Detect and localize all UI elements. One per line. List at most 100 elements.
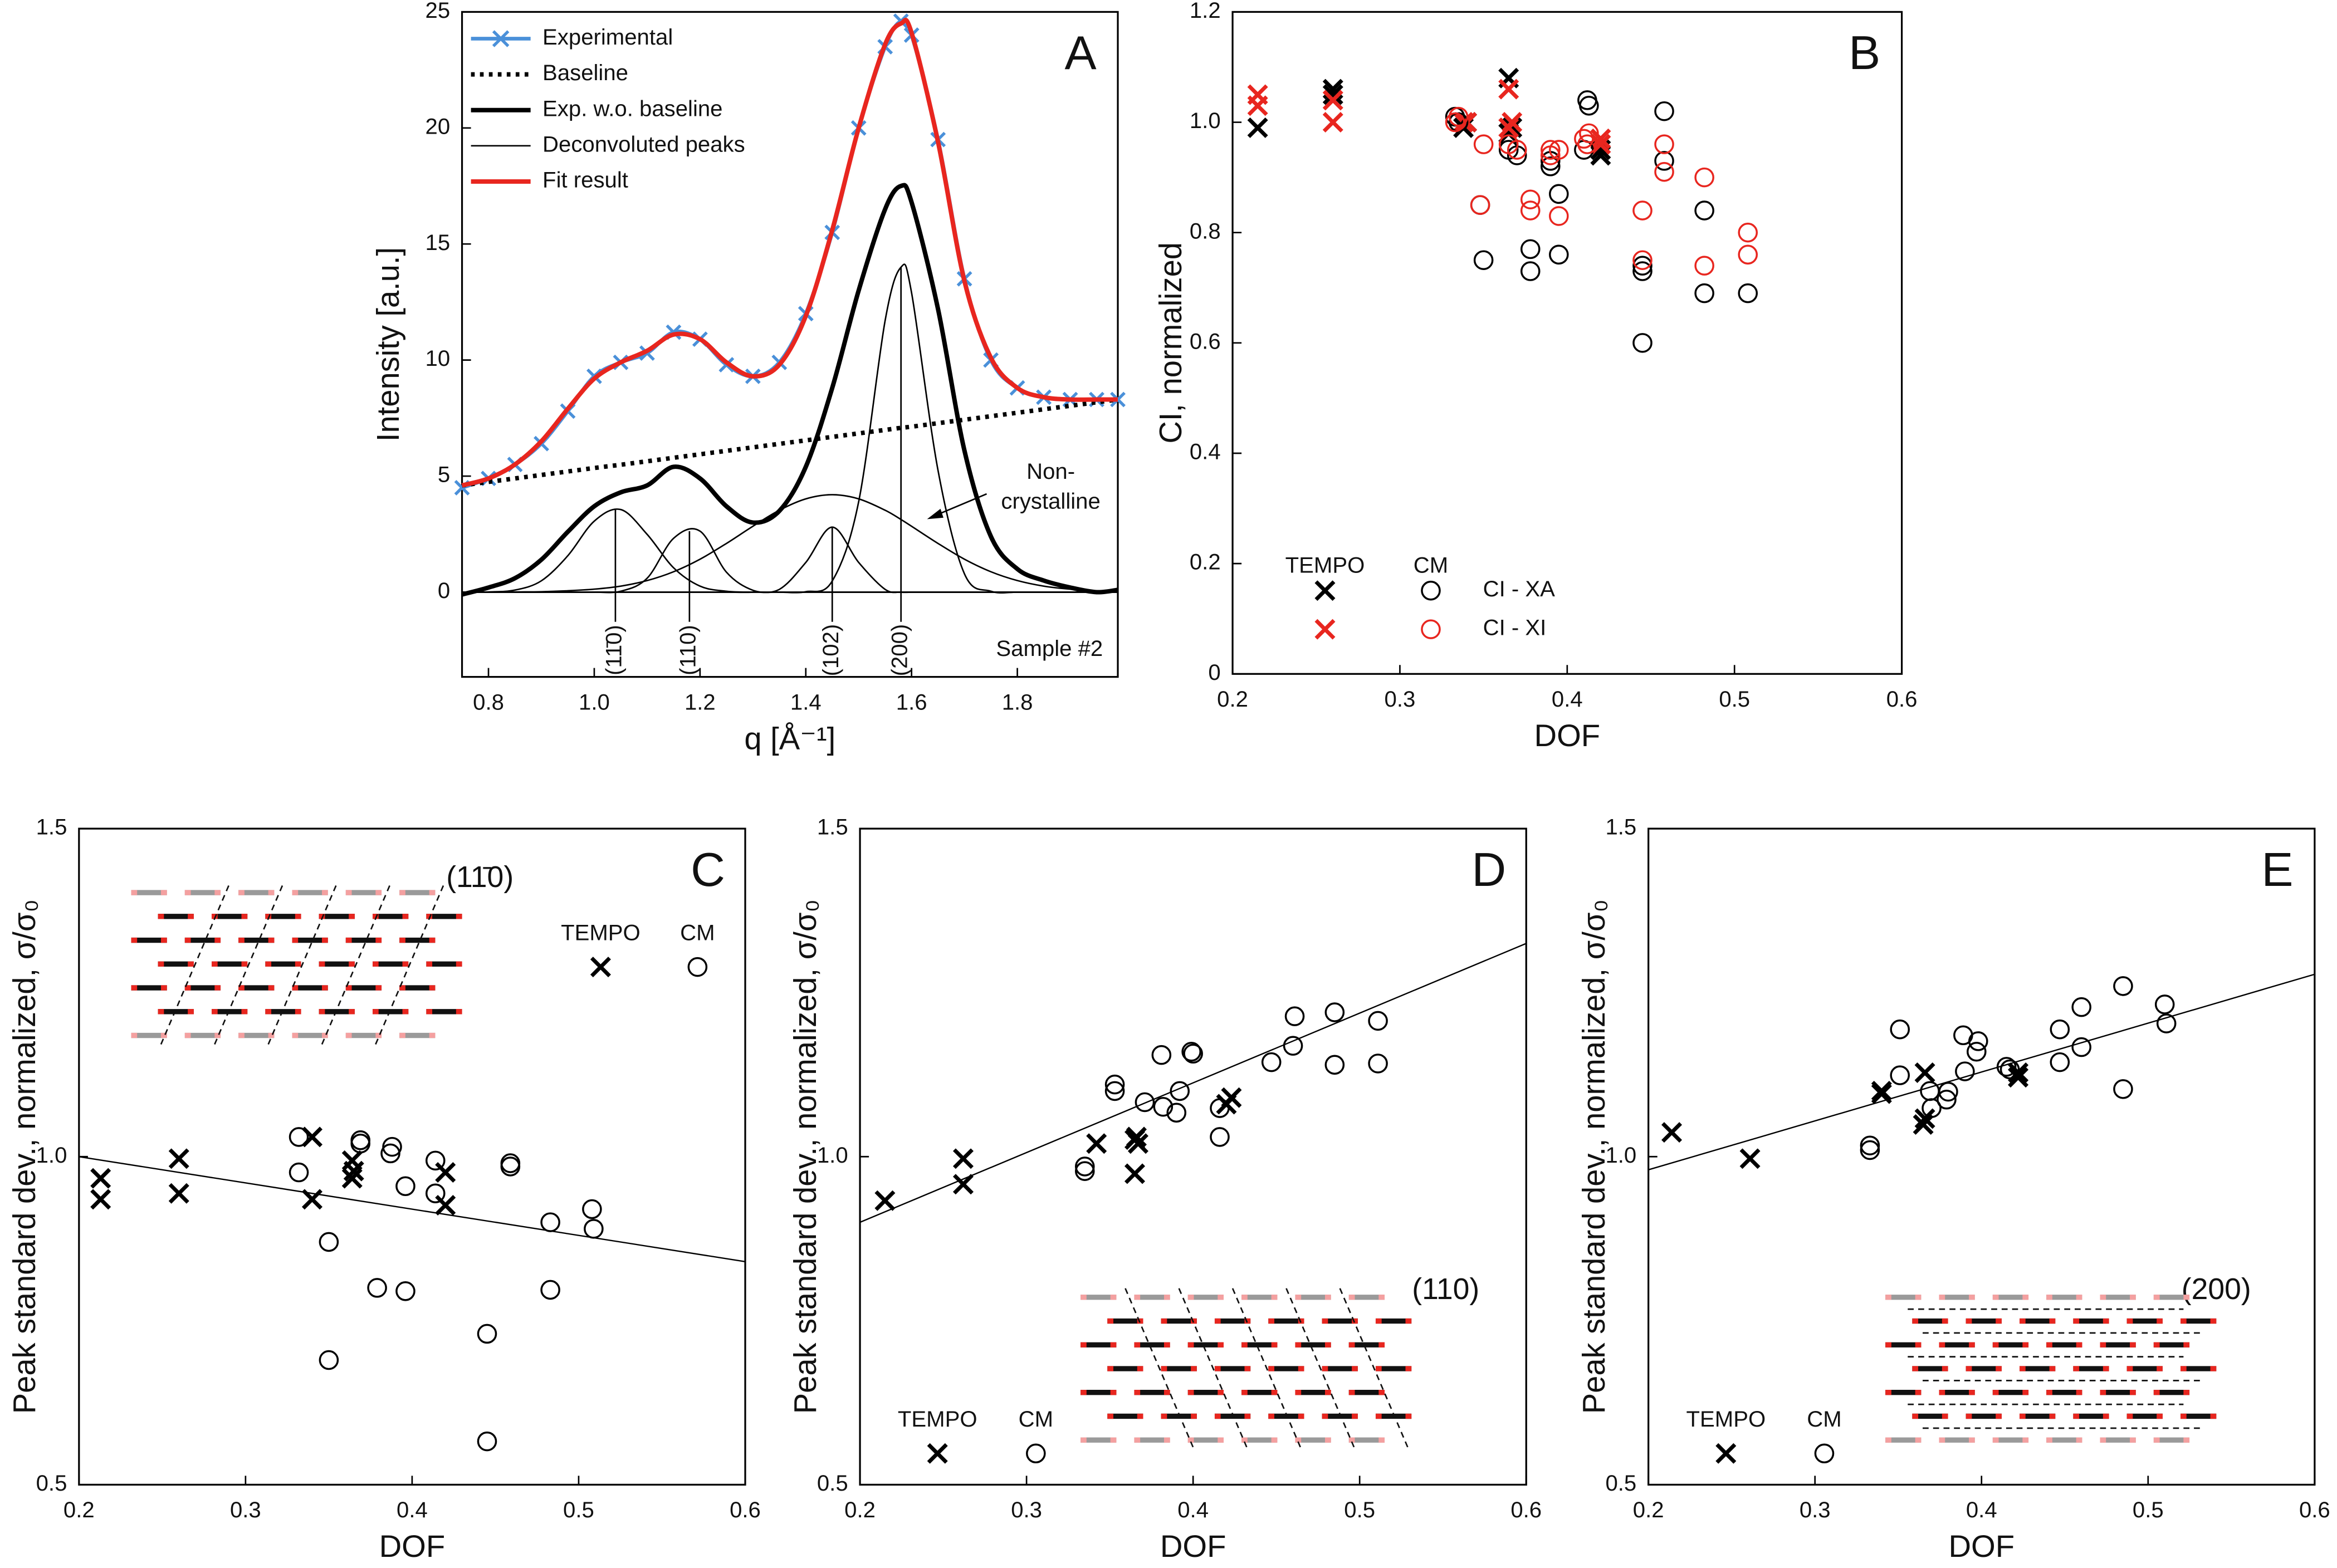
data-point xyxy=(2071,997,2091,1017)
data-point xyxy=(500,1153,521,1173)
y-tick-label: 1.5 xyxy=(36,815,67,840)
legend-marker xyxy=(590,957,611,978)
data-point xyxy=(1654,134,1674,154)
data-point xyxy=(2008,1067,2029,1088)
lattice-plane xyxy=(375,883,445,1045)
data-point xyxy=(343,1160,364,1182)
annotation: Non- xyxy=(1026,459,1075,484)
x-tick-label: 0.6 xyxy=(1886,687,1918,712)
y-tick-label: 10 xyxy=(426,346,451,371)
y-tick-label: 1.5 xyxy=(1605,815,1636,840)
x-tick-label: 0.4 xyxy=(1966,1498,1997,1522)
data-point xyxy=(425,1150,446,1171)
data-point xyxy=(1520,189,1541,210)
data-point xyxy=(1549,206,1569,226)
legend-group: CM xyxy=(1414,553,1448,578)
lattice-plane xyxy=(321,883,392,1045)
data-point xyxy=(1654,101,1674,121)
x-tick-label: 0.4 xyxy=(1552,687,1583,712)
sample-note: Sample #2 xyxy=(996,636,1103,661)
lattice-plane xyxy=(1285,1288,1356,1449)
fit-line xyxy=(79,1156,746,1262)
data-point xyxy=(1890,1065,1910,1085)
legend-label: CM xyxy=(1807,1407,1841,1432)
legend-marker xyxy=(1421,619,1441,639)
x-axis-label: q [Å⁻¹] xyxy=(744,721,835,756)
x-tick-label: 0.2 xyxy=(1217,687,1248,712)
lattice-plane xyxy=(160,883,231,1045)
legend-label: CM xyxy=(680,920,715,945)
data-point xyxy=(2050,1019,2070,1040)
data-point xyxy=(1632,256,1652,276)
panel-letter: E xyxy=(2261,844,2293,896)
data-point xyxy=(1086,1133,1107,1154)
data-point xyxy=(289,1127,309,1147)
peak-label: (102) xyxy=(819,624,843,677)
data-point xyxy=(2113,1079,2133,1099)
data-point xyxy=(2156,1013,2177,1033)
legend-label: CI - XI xyxy=(1483,616,1547,640)
data-point xyxy=(1470,195,1490,215)
data-point xyxy=(1473,250,1494,270)
data-point xyxy=(1247,95,1268,116)
y-axis-label: Peak standard dev., normalized, σ/σ₀ xyxy=(788,899,823,1414)
legend-marker xyxy=(492,30,510,47)
data-point xyxy=(1502,112,1523,133)
data-point xyxy=(1694,167,1714,188)
data-point xyxy=(350,1130,371,1150)
annotation: crystalline xyxy=(1001,489,1100,514)
data-point xyxy=(582,1199,602,1219)
data-point xyxy=(1166,1102,1187,1123)
y-tick-label: 1.5 xyxy=(817,815,848,840)
x-tick-label: 0.3 xyxy=(1385,687,1416,712)
data-point xyxy=(1183,1043,1203,1064)
data-point xyxy=(540,1280,560,1300)
legend-label: TEMPO xyxy=(561,920,641,945)
data-point xyxy=(1284,1006,1305,1026)
plot-frame xyxy=(461,11,1119,678)
x-tick-label: 0.5 xyxy=(1719,687,1750,712)
panel-letter: B xyxy=(1849,27,1880,80)
lattice-plane xyxy=(1231,1288,1302,1449)
lattice-plane xyxy=(214,883,284,1045)
data-point xyxy=(1324,1055,1345,1075)
data-point xyxy=(395,1176,415,1197)
data-point xyxy=(1520,200,1541,220)
data-point xyxy=(1126,1126,1147,1148)
data-point xyxy=(2113,976,2133,996)
lattice-inset xyxy=(1081,1288,1412,1449)
data-point xyxy=(1913,1114,1934,1135)
data-point xyxy=(2050,1052,2070,1072)
x-axis-label: DOF xyxy=(1534,718,1601,753)
data-point xyxy=(1498,79,1519,100)
legend-marker xyxy=(1026,1443,1046,1464)
data-point xyxy=(1967,1041,1987,1062)
legend-marker xyxy=(1715,1443,1737,1464)
legend-marker xyxy=(1314,580,1336,601)
x-axis-label: DOF xyxy=(1160,1528,1226,1564)
data-point xyxy=(1661,1122,1683,1143)
data-point xyxy=(1322,90,1343,111)
data-point xyxy=(1860,1140,1880,1160)
y-tick-label: 0.4 xyxy=(1190,440,1221,464)
panel-letter: A xyxy=(1065,27,1097,80)
x-tick-label: 0.5 xyxy=(2133,1498,2164,1522)
data-point xyxy=(1937,1089,1957,1110)
legend-marker xyxy=(1814,1443,1835,1464)
legend-label: TEMPO xyxy=(1686,1407,1766,1432)
data-point xyxy=(1124,1163,1146,1184)
data-point xyxy=(1590,128,1611,149)
x-tick-label: 0.3 xyxy=(1011,1498,1042,1522)
series-line xyxy=(461,183,1118,597)
data-point xyxy=(1922,1098,1942,1118)
peak-label: (110) xyxy=(676,625,700,675)
data-point xyxy=(1738,283,1758,303)
plane-label: (110) xyxy=(1412,1273,1479,1306)
legend-group: TEMPO xyxy=(1285,553,1365,578)
x-tick-label: 0.2 xyxy=(844,1498,876,1522)
data-point xyxy=(367,1278,387,1298)
data-point xyxy=(1074,1161,1095,1181)
y-tick-label: 1.0 xyxy=(36,1143,67,1168)
